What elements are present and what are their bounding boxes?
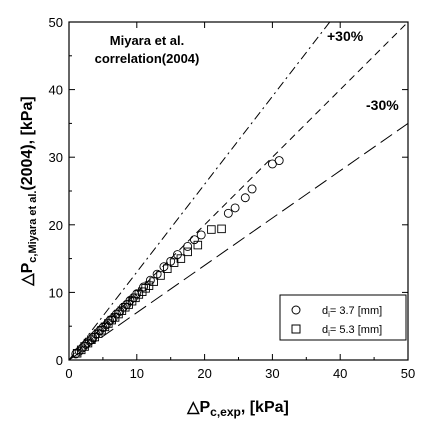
annotation-line-1: Miyara et al. [110,33,184,48]
y-tick-label: 0 [56,353,63,368]
plus-30-label: +30% [327,28,364,44]
data-point-circle [223,208,233,218]
data-point-circle [230,203,240,213]
data-point-circle [139,282,149,292]
legend-label-3-7: di= 3.7 [mm] [322,305,382,319]
data-point-square [193,240,203,250]
y-tick-label: 50 [49,15,63,30]
data-point-circle [81,340,91,349]
y-tick-label: 40 [49,83,63,98]
legend-box [279,294,407,341]
x-tick-label: 40 [333,366,347,381]
legend-marker-circle [291,305,301,315]
data-points [71,156,284,359]
reference-line-minus-30 [69,122,408,360]
data-point-square [156,271,165,280]
legend-label-5-3: di= 5.3 [mm] [322,324,382,338]
data-point-square [176,254,186,263]
reference-lines [69,22,408,360]
data-point-square [217,224,226,234]
y-tick-label: 20 [49,218,63,233]
minus-30-label: -30% [366,97,399,113]
data-point-square [149,277,158,286]
data-point-circle [74,346,84,356]
data-point-square [183,247,192,257]
legend-marker-square [291,324,301,334]
legend: di= 3.7 [mm] di= 5.3 [mm] [279,294,407,341]
x-tick-label: 50 [401,366,415,381]
data-point-circle [240,193,250,203]
x-tick-label: 10 [130,366,144,381]
x-tick-label: 0 [65,366,72,381]
reference-line-1to1 [69,22,408,360]
data-point-square [163,264,172,273]
data-point-square [207,225,216,234]
data-point-circle [196,230,206,240]
data-point-circle [78,343,88,353]
y-tick-label: 10 [49,285,63,300]
data-point-circle [274,156,284,166]
data-point-circle [183,241,193,251]
y-tick-label: 30 [49,150,63,165]
x-tick-label: 30 [265,366,279,381]
x-tick-label: 20 [197,366,211,381]
x-axis-label: △Pc,exp, [kPa] [186,399,289,419]
data-point-circle [247,184,257,194]
y-axis-label: △Pc,Miyara et al.(2004), [kPa] [19,96,39,286]
axis-ticks: 0 10 20 30 40 50 0 10 20 30 40 50 [49,15,416,381]
annotation-line-2: correlation(2004) [95,51,200,66]
